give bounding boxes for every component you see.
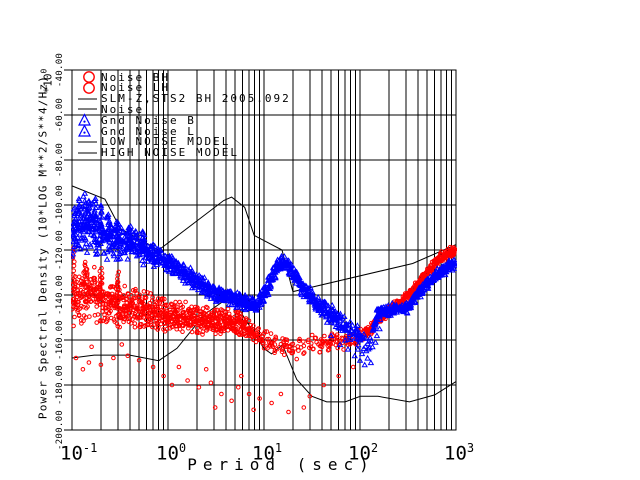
line-marker-icon (78, 98, 97, 100)
y-tick-label: -120.00 (55, 229, 65, 271)
x-tick-label: 101 (252, 441, 283, 465)
legend-item-label: HIGH NOISE MODEL (101, 146, 239, 160)
y-tick-label: -80.00 (55, 142, 65, 178)
y-axis-title: Power Spectral Density (10*LOG M**2/S**4… (36, 74, 50, 420)
legend-item-slm-z-sts2-bh-2005-092: SLM-Z,STS2 BH 2005.092 (78, 92, 291, 106)
x-tick-label: 100 (156, 441, 187, 465)
y-tick-label: -180.00 (55, 364, 65, 406)
x-tick-label: 103 (444, 441, 475, 465)
gnd-noise-blue-scatter (71, 190, 457, 368)
y-tick-label: -100.00 (55, 184, 65, 226)
y-tick-label: -60.00 (55, 97, 65, 133)
legend-item-label: SLM-Z,STS2 BH 2005.092 (101, 92, 291, 106)
y-axis-multiplier: *100 (40, 69, 55, 94)
legend-item-high-noise-model: HIGH NOISE MODEL (78, 146, 239, 160)
y-axis-multiplier-exponent: 0 (39, 68, 49, 74)
x-tick-label: 10-1 (60, 441, 98, 465)
y-axis-multiplier-base: *10 (41, 73, 55, 94)
line-marker-icon (78, 141, 97, 143)
legend-item-label: Noise LH (101, 81, 170, 95)
line-marker-icon (78, 108, 97, 110)
x-axis-title: Period (sec) (187, 455, 375, 474)
data-layer (71, 185, 457, 415)
legend-item-noise: Noise (78, 102, 144, 116)
legend-item-label: Gnd Noise L (101, 124, 196, 138)
y-tick-label: -160.00 (55, 319, 65, 361)
circle-marker-icon (83, 81, 95, 94)
x-tick-label: 102 (348, 441, 379, 465)
y-tick-label: -140.00 (55, 274, 65, 316)
low-noise-model-curve (71, 297, 457, 403)
legend-item-label: LOW NOISE MODEL (101, 135, 231, 149)
legend-item-label: Noise (101, 102, 145, 116)
legend-item-noise-lh: Noise LH (78, 81, 170, 95)
line-marker-icon (78, 152, 97, 154)
legend-item-low-noise-model: LOW NOISE MODEL (78, 135, 230, 149)
y-tick-label: -40.00 (55, 52, 65, 88)
legend-item-gnd-noise-l: Gnd Noise L (78, 124, 196, 138)
triangle-marker-icon (78, 124, 91, 137)
legend-item-label: Gnd Noise B (101, 113, 196, 127)
noise-red-scatter (71, 244, 457, 415)
legend-item-label: Noise BH (101, 70, 170, 84)
